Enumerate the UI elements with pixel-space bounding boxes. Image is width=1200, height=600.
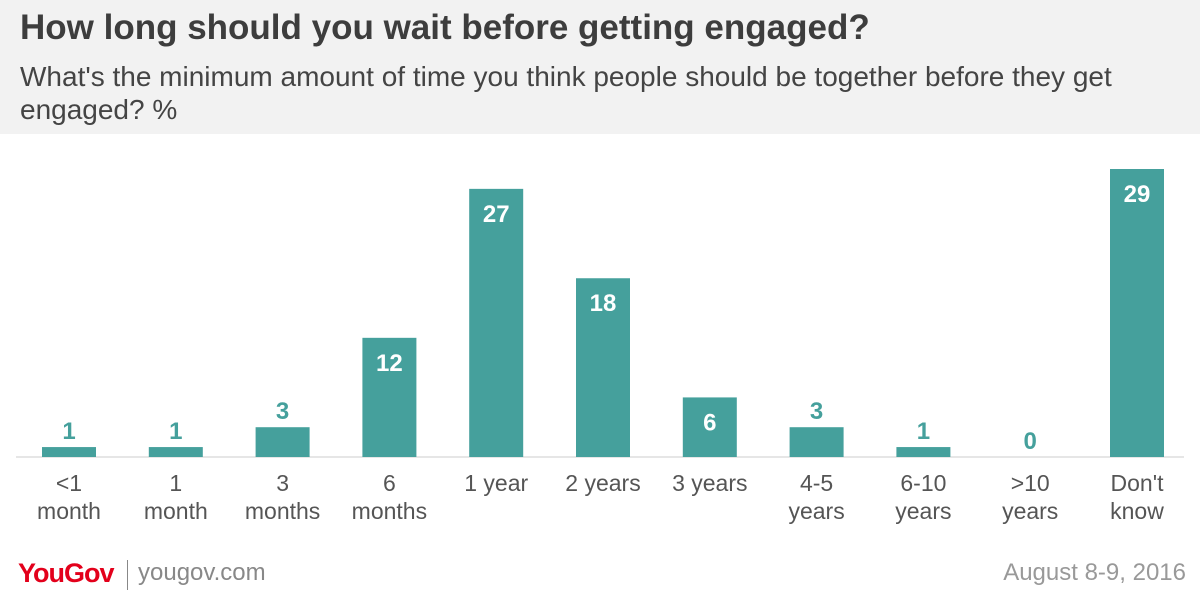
category-label: <1 month xyxy=(37,470,101,524)
category-label: 3 years xyxy=(672,470,747,496)
bar xyxy=(1110,169,1164,457)
category-label: Don't know xyxy=(1110,470,1164,524)
data-label: 6 xyxy=(703,409,716,436)
chart-subtitle: What's the minimum amount of time you th… xyxy=(20,61,1112,125)
category-label: >10 years xyxy=(1002,470,1058,524)
survey-date: August 8-9, 2016 xyxy=(1003,559,1186,586)
category-label: 3 months xyxy=(245,470,320,524)
yougov-logo: YouGov xyxy=(18,558,115,588)
bar xyxy=(42,447,96,457)
footer-url: yougov.com xyxy=(138,559,266,586)
header-band: How long should you wait before getting … xyxy=(0,0,1200,134)
category-label: 6 months xyxy=(352,470,427,524)
category-label: 6-10 years xyxy=(895,470,951,524)
bar xyxy=(362,337,417,457)
data-label: 18 xyxy=(590,290,617,317)
data-label: 1 xyxy=(62,418,75,445)
bar xyxy=(789,427,844,457)
category-label: 2 years xyxy=(565,470,640,496)
chart-title: How long should you wait before getting … xyxy=(20,8,870,47)
category-label: 1 month xyxy=(144,470,208,524)
data-label: 1 xyxy=(169,418,182,445)
data-label: 0 xyxy=(1024,428,1037,455)
bar xyxy=(148,447,203,457)
bar xyxy=(682,397,737,457)
bar xyxy=(576,278,630,457)
bar xyxy=(255,427,310,457)
data-label: 27 xyxy=(483,201,510,228)
bar-chart: 1 <1 month 1 1 month 3 3 months 12 6 months 27 1 year… xyxy=(16,169,1184,524)
data-label: 29 xyxy=(1124,181,1151,208)
footer-divider xyxy=(127,560,128,590)
data-label: 3 xyxy=(276,398,289,425)
bar xyxy=(469,188,524,457)
data-label: 3 xyxy=(810,398,823,425)
data-label: 12 xyxy=(376,350,403,377)
bar xyxy=(896,447,951,457)
category-label: 4-5 years xyxy=(788,470,844,524)
data-label: 1 xyxy=(917,418,930,445)
category-label: 1 year xyxy=(464,470,528,496)
